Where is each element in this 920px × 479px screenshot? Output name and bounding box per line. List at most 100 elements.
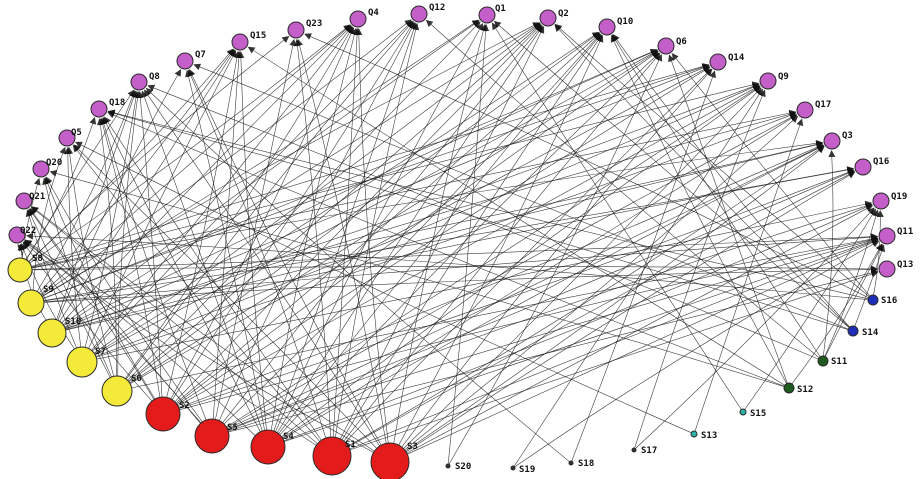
label-s9: S9 bbox=[43, 285, 54, 295]
edge bbox=[221, 144, 824, 432]
edge bbox=[58, 20, 480, 329]
edge bbox=[341, 171, 856, 451]
edge bbox=[25, 209, 80, 354]
edge bbox=[125, 235, 879, 390]
edge bbox=[89, 50, 659, 358]
node-s16 bbox=[867, 294, 879, 306]
edge bbox=[218, 25, 543, 429]
edge bbox=[221, 169, 855, 433]
node-s20 bbox=[445, 463, 451, 469]
edge bbox=[212, 51, 243, 426]
labels-layer: Q1 Q2 Q3 Q4 Q5 Q6 Q7 Q8 Q9 Q10 Q11 Q12 Q13 Q14 Q15 Q16 Q… bbox=[20, 3, 913, 475]
edge bbox=[185, 69, 267, 438]
edge bbox=[49, 170, 787, 388]
edge bbox=[54, 90, 138, 326]
label-q20: Q20 bbox=[46, 158, 62, 168]
edge bbox=[38, 63, 710, 301]
node-q6 bbox=[657, 37, 675, 55]
label-s11: S11 bbox=[831, 357, 847, 367]
node-s17 bbox=[631, 447, 637, 453]
edge bbox=[22, 117, 97, 264]
label-q4: Q4 bbox=[368, 8, 379, 18]
edge bbox=[554, 23, 871, 299]
label-q12: Q12 bbox=[429, 3, 445, 13]
edge bbox=[58, 22, 541, 329]
edge bbox=[32, 146, 66, 296]
edge bbox=[24, 239, 381, 457]
edge bbox=[336, 26, 545, 446]
edge bbox=[743, 208, 877, 411]
node-q1 bbox=[478, 6, 496, 24]
edge bbox=[187, 69, 329, 446]
node-s4 bbox=[250, 429, 286, 465]
edge bbox=[25, 24, 351, 266]
edge bbox=[220, 85, 761, 431]
edges-layer bbox=[17, 19, 886, 468]
edge bbox=[31, 206, 381, 456]
node-s6 bbox=[101, 375, 133, 407]
label-s10: S10 bbox=[65, 317, 81, 327]
edge bbox=[822, 150, 836, 359]
edge bbox=[193, 63, 851, 331]
edge bbox=[90, 112, 797, 360]
edge bbox=[38, 233, 878, 303]
edge bbox=[247, 46, 787, 387]
edge bbox=[90, 84, 760, 359]
nodes-layer bbox=[7, 5, 896, 479]
edge bbox=[188, 68, 386, 452]
edge bbox=[339, 68, 712, 449]
edge bbox=[169, 24, 542, 407]
edge bbox=[571, 70, 716, 463]
edge bbox=[554, 24, 852, 330]
edge bbox=[64, 147, 82, 354]
label-q16: Q16 bbox=[873, 157, 889, 167]
edge bbox=[172, 143, 824, 411]
edge bbox=[513, 88, 764, 468]
edge bbox=[824, 244, 883, 359]
edge bbox=[66, 146, 116, 383]
edge bbox=[872, 210, 884, 298]
node-s18 bbox=[568, 460, 574, 466]
label-s7: S7 bbox=[95, 347, 106, 357]
edge bbox=[172, 236, 879, 412]
node-s13 bbox=[690, 430, 698, 438]
node-q10 bbox=[598, 18, 616, 36]
edge bbox=[72, 144, 325, 448]
node-q14 bbox=[709, 53, 727, 71]
edge bbox=[341, 145, 825, 451]
node-q17 bbox=[796, 101, 814, 119]
edge bbox=[123, 23, 542, 386]
edge bbox=[274, 52, 660, 441]
label-q3: Q3 bbox=[842, 131, 853, 141]
edge bbox=[513, 240, 880, 468]
edge bbox=[277, 237, 879, 444]
edge bbox=[147, 84, 821, 361]
label-s4: S4 bbox=[283, 432, 294, 442]
edge bbox=[164, 50, 241, 405]
edge bbox=[447, 24, 490, 465]
edge bbox=[694, 118, 804, 433]
edge bbox=[337, 34, 603, 447]
edge bbox=[37, 19, 480, 300]
edge bbox=[96, 118, 117, 383]
edge bbox=[237, 51, 268, 437]
node-s11 bbox=[817, 355, 829, 367]
edge bbox=[100, 117, 209, 427]
label-s17: S17 bbox=[641, 446, 657, 456]
edge bbox=[342, 238, 879, 453]
edge bbox=[26, 81, 760, 269]
edge bbox=[57, 25, 352, 328]
node-q16 bbox=[854, 158, 872, 176]
edge bbox=[274, 34, 602, 440]
label-s19: S19 bbox=[519, 465, 535, 475]
edge bbox=[59, 83, 760, 331]
node-s3 bbox=[370, 442, 410, 479]
node-q12 bbox=[410, 5, 428, 23]
label-s20: S20 bbox=[455, 462, 471, 472]
edge bbox=[304, 33, 871, 299]
label-q18: Q18 bbox=[109, 98, 125, 108]
edge bbox=[167, 27, 355, 406]
label-q19: Q19 bbox=[891, 192, 907, 202]
label-s5: S5 bbox=[227, 423, 238, 433]
